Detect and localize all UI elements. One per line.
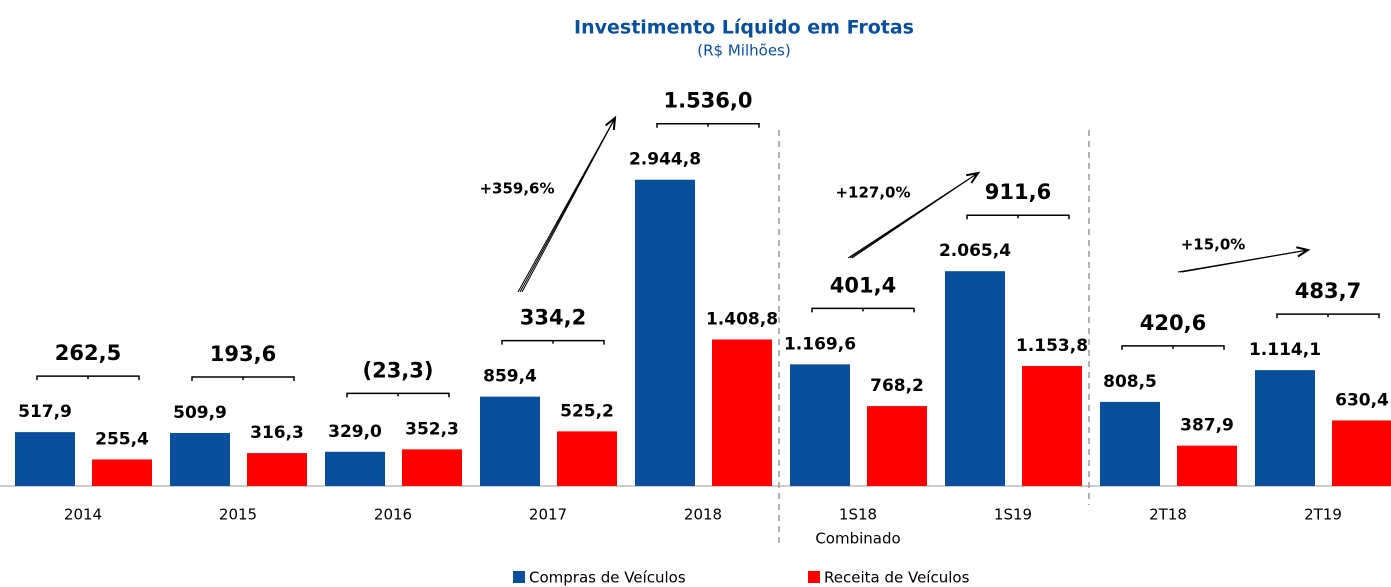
x-tick-label: 2T18: [1149, 506, 1187, 524]
net-label: 483,7: [1295, 279, 1361, 303]
growth-arrow: [1181, 249, 1309, 273]
bar: [1100, 401, 1160, 486]
annotation: +359,6%: [479, 180, 554, 198]
bar: [1255, 370, 1315, 486]
bar: [170, 432, 230, 486]
net-label: 1.536,0: [663, 89, 752, 113]
net-bracket: [501, 339, 605, 345]
net-bracket: [811, 307, 915, 313]
value-label: 1.408,8: [706, 309, 778, 329]
value-label: 808,5: [1103, 372, 1157, 392]
net-label: 401,4: [830, 273, 896, 297]
value-label: 2.944,8: [629, 150, 701, 170]
net-label: 193,6: [210, 342, 276, 366]
value-label: 1.169,6: [784, 334, 856, 354]
net-bracket: [656, 122, 760, 128]
net-bracket: [36, 375, 140, 381]
bar: [480, 396, 540, 486]
bar: [945, 271, 1005, 486]
value-label: 509,9: [173, 403, 227, 423]
bar: [15, 432, 75, 486]
value-label: 768,2: [870, 376, 924, 396]
legend-label: Compras de Veículos: [529, 569, 686, 587]
net-bracket: [191, 376, 295, 381]
x-tick-label: 2017: [529, 506, 567, 524]
value-label: 352,3: [405, 419, 459, 439]
value-label: 316,3: [250, 423, 304, 443]
bar: [1022, 366, 1082, 486]
value-label: 329,0: [328, 422, 382, 442]
net-bracket: [1121, 345, 1225, 350]
net-label: 911,6: [985, 180, 1051, 204]
x-tick-label: 1S19: [994, 506, 1032, 524]
value-label: 2.065,4: [939, 241, 1011, 261]
chart-title: Investimento Líquido em Frotas: [574, 17, 914, 39]
bar: [867, 406, 927, 486]
x-tick-label: 2T19: [1304, 506, 1342, 524]
x-tick-label: 1S18: [839, 506, 877, 524]
bar: [402, 449, 462, 486]
net-label: (23,3): [362, 358, 433, 382]
value-label: 1.114,1: [1249, 340, 1321, 360]
legend-label: Receita de Veículos: [824, 569, 970, 587]
net-bracket: [346, 392, 450, 398]
bar: [92, 459, 152, 486]
growth-arrow: [521, 117, 616, 293]
bar: [790, 364, 850, 486]
category-sublabel: Combinado: [815, 530, 900, 548]
value-label: 859,4: [483, 367, 537, 387]
net-label: 334,2: [520, 306, 586, 330]
value-label: 630,4: [1335, 390, 1389, 410]
arrow-head: [1296, 246, 1311, 258]
net-bracket: [1276, 313, 1380, 319]
bar: [557, 431, 617, 486]
arrow-head: [966, 171, 981, 184]
x-tick-label: 2015: [219, 506, 257, 524]
bar: [247, 453, 307, 486]
bar: [1177, 445, 1237, 486]
annotation: +127,0%: [835, 184, 910, 202]
net-label: 262,5: [55, 341, 121, 365]
bar: [1332, 420, 1391, 486]
arrow-head: [604, 115, 617, 131]
value-label: 1.153,8: [1016, 336, 1088, 356]
value-label: 387,9: [1180, 416, 1234, 436]
net-label: 420,6: [1140, 311, 1206, 335]
bar: [635, 179, 695, 487]
annotation: +15,0%: [1181, 236, 1246, 254]
value-label: 525,2: [560, 401, 614, 421]
x-tick-label: 2016: [374, 506, 412, 524]
x-tick-label: 2018: [684, 506, 722, 524]
legend-swatch: [808, 571, 820, 583]
legend-swatch: [513, 571, 525, 583]
growth-arrow: [851, 172, 979, 259]
bar: [325, 451, 385, 486]
bar: [712, 339, 772, 486]
chart-subtitle: (R$ Milhões): [697, 42, 790, 60]
value-label: 517,9: [18, 402, 72, 422]
x-tick-label: 2014: [64, 506, 102, 524]
net-bracket: [966, 214, 1070, 220]
value-label: 255,4: [95, 429, 149, 449]
